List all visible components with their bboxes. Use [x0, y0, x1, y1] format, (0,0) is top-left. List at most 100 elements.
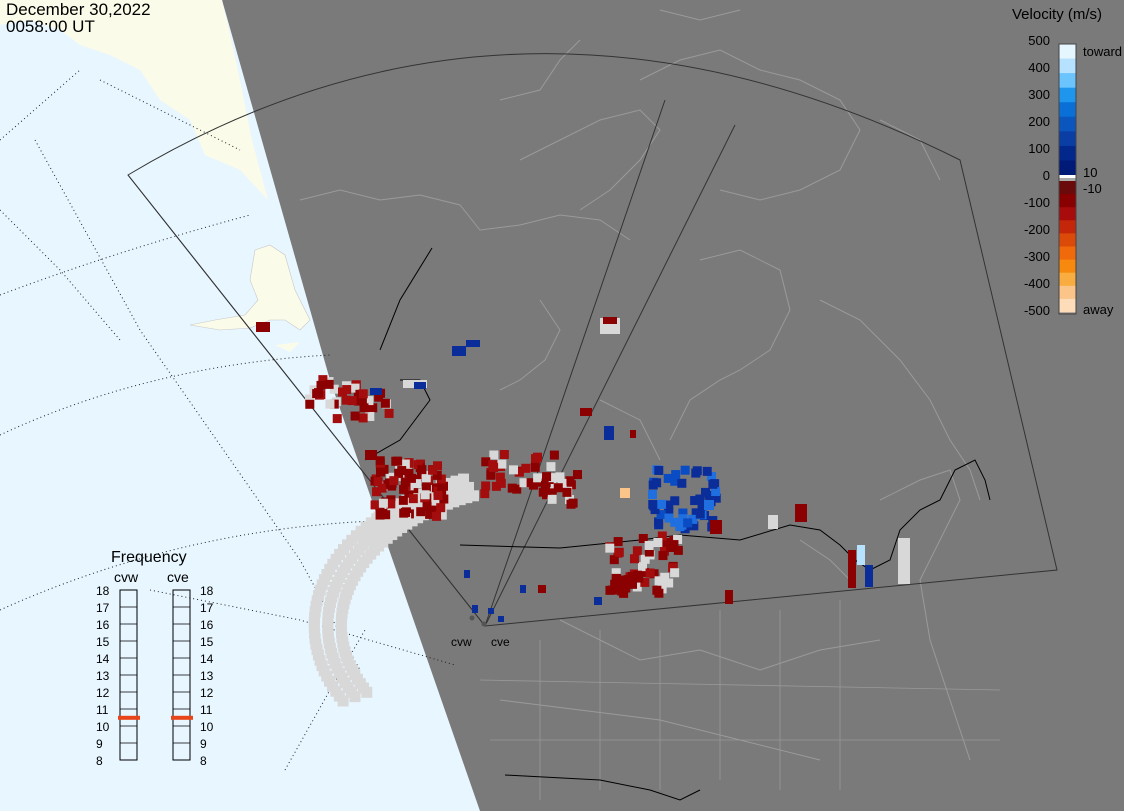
echo-cell — [421, 482, 431, 492]
echo-cell-ground-scatter — [448, 486, 460, 498]
colorbar-away-segment — [1059, 298, 1076, 313]
radar-site-cve-marker — [481, 621, 487, 627]
echo-cell-ground-scatter — [450, 475, 462, 487]
echo-cell — [408, 494, 418, 504]
frequency-scale-label: 11 — [96, 703, 109, 717]
echo-cell — [658, 551, 668, 561]
echo-cell — [702, 466, 712, 476]
date-label: December 30,2022 — [6, 0, 151, 19]
echo-cell — [627, 571, 637, 581]
echo-cell — [644, 540, 654, 550]
echo-cell — [614, 547, 624, 557]
echo-cell — [398, 472, 408, 482]
colorbar-zero-band-grey — [1059, 178, 1076, 181]
echo-cell — [533, 473, 543, 483]
echo-cell — [668, 563, 678, 573]
echo-cell — [634, 573, 644, 583]
echo-cell — [848, 550, 856, 588]
velocity-tick-label: 500 — [1028, 33, 1050, 48]
echo-cell — [613, 537, 623, 547]
echo-cell — [640, 577, 650, 587]
echo-cell — [491, 481, 501, 491]
echo-cell — [394, 468, 404, 478]
echo-cell — [555, 472, 565, 482]
echo-cell — [664, 506, 674, 516]
echo-cell — [688, 514, 698, 524]
frequency-scale-label: 17 — [96, 601, 110, 615]
echo-cell-ground-scatter — [415, 499, 427, 511]
colorbar-toward-segment — [1059, 44, 1076, 60]
echo-cell — [654, 465, 664, 475]
echo-cell — [358, 413, 368, 423]
echo-cell — [499, 450, 509, 460]
echo-cell — [314, 388, 324, 398]
echo-cell — [695, 509, 705, 519]
colorbar-toward-segment — [1059, 145, 1076, 161]
echo-cell — [708, 479, 718, 489]
frequency-scale-label: 10 — [96, 720, 110, 734]
echo-cell — [605, 585, 615, 595]
echo-cell — [377, 483, 387, 493]
colorbar-toward-segment — [1059, 116, 1076, 132]
echo-cell — [768, 515, 778, 529]
frequency-scale-label: 11 — [200, 703, 213, 717]
echo-cell — [498, 616, 504, 622]
echo-cell — [630, 430, 636, 438]
colorbar-toward-segment — [1059, 131, 1076, 147]
echo-cell — [707, 472, 717, 482]
echo-cell — [480, 489, 490, 499]
echo-cell — [611, 568, 621, 578]
velocity-tick-label: -100 — [1023, 195, 1050, 210]
echo-cell — [697, 503, 707, 513]
echo-cell — [612, 574, 622, 584]
echo-cell — [404, 468, 414, 478]
echo-cell — [404, 488, 414, 498]
frequency-scale-label: 16 — [96, 618, 110, 632]
echo-cell — [663, 500, 673, 510]
echo-cell — [497, 459, 507, 469]
echo-cell-ground-scatter — [337, 695, 349, 707]
echo-cell — [414, 382, 426, 389]
echo-cell — [670, 476, 680, 486]
echo-cell — [541, 478, 551, 488]
velocity-tick-label: 100 — [1028, 141, 1050, 156]
echo-cell — [632, 582, 642, 592]
echo-cell — [357, 394, 367, 404]
colorbar-away-segment — [1059, 181, 1076, 195]
echo-cell — [538, 487, 548, 497]
echo-cell — [664, 513, 674, 523]
echo-cell — [464, 570, 470, 578]
echo-cell — [671, 470, 681, 480]
echo-cell — [538, 585, 546, 593]
echo-cell — [690, 496, 700, 506]
echo-cell — [621, 583, 631, 593]
echo-cell — [514, 467, 524, 477]
velocity-tick-label: 200 — [1028, 114, 1050, 129]
echo-cell-ground-scatter — [463, 481, 475, 493]
frequency-scale-label: 9 — [200, 737, 207, 751]
echo-cell — [619, 575, 629, 585]
echo-cell — [342, 385, 352, 395]
echo-cell-ground-scatter — [361, 686, 373, 698]
away-label: away — [1083, 302, 1114, 317]
echo-cell-ground-scatter — [412, 512, 424, 524]
echo-cell — [648, 490, 658, 500]
echo-cell-ground-scatter — [392, 512, 404, 524]
frequency-scale-label: 15 — [96, 635, 110, 649]
echo-cell — [609, 555, 619, 565]
echo-cell — [673, 534, 683, 544]
echo-cell — [675, 522, 685, 532]
echo-cell — [380, 398, 390, 408]
echo-cell — [673, 545, 683, 555]
echo-cell — [704, 500, 714, 510]
echo-cell — [370, 388, 382, 395]
echo-cell — [683, 518, 693, 528]
echo-cell-ground-scatter — [458, 473, 470, 485]
frequency-scale-label: 17 — [200, 601, 214, 615]
frequency-radar-cve: cve — [167, 569, 189, 585]
echo-cell — [548, 473, 558, 483]
colorbar-away-segment — [1059, 220, 1076, 234]
echo-cell — [432, 511, 442, 521]
echo-cell — [725, 590, 733, 604]
echo-cell — [580, 408, 592, 416]
